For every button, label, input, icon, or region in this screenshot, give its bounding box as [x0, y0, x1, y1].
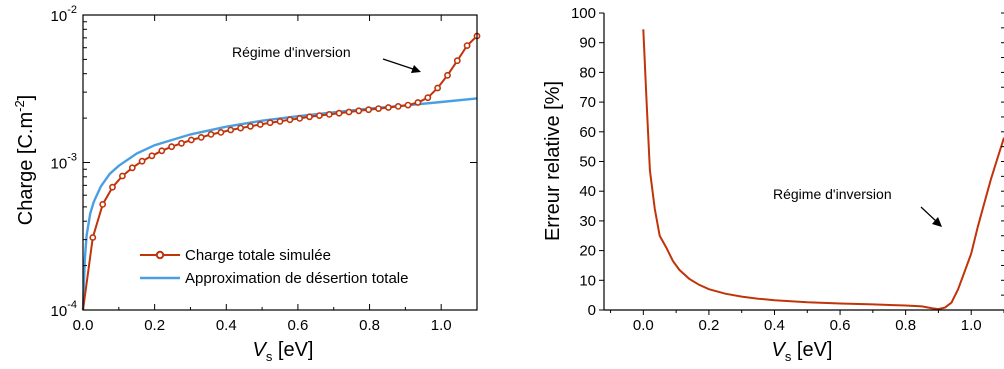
y-axis-title-end: ] [15, 95, 37, 101]
x-tick-label: 0.0 [633, 317, 654, 334]
data-point-simulated [404, 101, 412, 109]
annotation-inversion: Régime d'inversion [773, 186, 892, 202]
x-tick-label: 0.4 [764, 317, 785, 334]
data-point-simulated [296, 115, 304, 122]
x-tick-label: 0.8 [895, 317, 916, 334]
x-axis-title: Vs [eV] [772, 339, 833, 364]
data-point-simulated [187, 136, 195, 144]
annotation-inversion: Régime d'inversion [232, 44, 351, 60]
y-axis-title-main: Charge [C.m [15, 112, 37, 225]
x-axis-title-unit: [eV] [278, 339, 314, 361]
data-point-simulated [148, 152, 156, 160]
data-point-simulated [463, 42, 471, 49]
x-tick-label: 1.0 [431, 317, 452, 334]
legend: Charge totale simulée Approximation de d… [140, 247, 408, 287]
y-axis-title: Erreur relative [%] [542, 81, 564, 241]
data-point-simulated [434, 84, 441, 92]
annotation-arrow-head [932, 217, 942, 227]
y-axis-title-superscript: -2 [12, 100, 27, 112]
y-tick-label: 40 [579, 183, 596, 200]
x-tick-label: 0.6 [830, 317, 851, 334]
y-tick-label: 30 [579, 213, 596, 230]
data-point-simulated [414, 99, 422, 106]
y-tick-label: 70 [579, 94, 596, 111]
y-tick-label: 10 [579, 272, 596, 289]
x-tick-label: 0.0 [73, 317, 94, 334]
data-point-simulated [345, 108, 353, 116]
data-point-simulated [168, 143, 175, 151]
legend-marker [155, 250, 165, 260]
data-point-simulated [444, 71, 451, 79]
data-point-simulated [109, 183, 116, 191]
annotation-arrow-line [382, 58, 414, 70]
data-point-simulated [355, 107, 363, 115]
x-tick-label: 1.0 [961, 317, 982, 334]
y-tick-label: 0 [588, 302, 596, 319]
y-tick-label: 10-3 [51, 152, 77, 173]
data-point-simulated [237, 124, 244, 132]
x-axis-title-subscript: s [266, 349, 273, 364]
data-point-simulated [315, 112, 323, 119]
data-point-simulated [306, 113, 313, 121]
data-point-simulated [375, 105, 382, 112]
data-point-simulated [158, 147, 166, 155]
svg-text:Vs [eV]: Vs [eV] [253, 339, 314, 364]
data-point-simulated [266, 119, 274, 127]
data-point-simulated [138, 157, 146, 165]
x-axis-title-unit: [eV] [797, 339, 833, 361]
data-point-simulated [276, 118, 284, 125]
data-point-simulated [394, 103, 402, 110]
data-point-simulated [119, 172, 126, 180]
data-point-simulated [325, 111, 333, 118]
legend-label-simulated: Charge totale simulée [185, 247, 331, 264]
data-point-simulated [453, 57, 461, 65]
x-tick-label: 0.6 [287, 317, 308, 334]
legend-label-depletion: Approximation de désertion totale [185, 270, 408, 287]
x-tick-label: 0.2 [698, 317, 719, 334]
data-point-simulated [335, 109, 343, 117]
y-tick-label: 20 [579, 243, 596, 260]
y-tick-label: 60 [579, 124, 596, 141]
x-tick-label: 0.8 [359, 317, 380, 334]
data-point-simulated [99, 200, 107, 208]
y-tick-label: 10-4 [51, 299, 77, 320]
y-tick-label: 50 [579, 154, 596, 171]
relative-error-chart: 0.0 0.2 0.4 0.6 0.8 1.0 0 10 20 30 40 50 60 70 80 90 100… [542, 5, 1004, 364]
charge-chart: 0.0 0.2 0.4 0.6 0.8 1.0 10-4 10-3 10-2 Vs [eV] C… [12, 4, 481, 364]
data-point-simulated [128, 164, 136, 172]
x-axis-title: Vs [eV] [253, 339, 314, 364]
data-point-simulated [424, 94, 432, 102]
data-point-simulated [89, 234, 97, 241]
y-tick-label: 100 [571, 5, 596, 22]
y-tick-label: 80 [579, 64, 596, 81]
x-axis-title-main: V [772, 339, 787, 361]
data-point-simulated [217, 128, 225, 136]
x-axis-title-subscript: s [785, 349, 792, 364]
legend-item-simulated: Charge totale simulée [140, 247, 331, 264]
data-point-simulated [384, 104, 392, 111]
data-point-simulated [246, 122, 254, 130]
data-point-simulated [365, 106, 372, 114]
data-point-simulated [256, 121, 264, 128]
series-line-error [642, 29, 1004, 311]
series-line-simulated [82, 35, 478, 311]
svg-text:Vs [eV]: Vs [eV] [772, 339, 833, 364]
x-tick-label: 0.2 [144, 317, 165, 334]
legend-item-depletion: Approximation de désertion totale [140, 270, 408, 287]
y-tick-label: 10-2 [51, 4, 77, 25]
data-point-simulated [197, 133, 205, 141]
x-tick-label: 0.4 [216, 317, 237, 334]
x-axis-title-main: V [253, 339, 268, 361]
data-point-simulated [178, 139, 185, 147]
annotation-arrow-line [920, 206, 938, 223]
y-tick-label: 90 [579, 35, 596, 52]
annotation-arrow-head [411, 65, 421, 73]
data-point-simulated [286, 116, 294, 124]
data-point-simulated [207, 130, 215, 138]
svg-text:Charge [C.m-2]: Charge [C.m-2] [12, 95, 37, 226]
y-axis-title: Charge [C.m-2] [12, 95, 37, 226]
data-point-simulated [227, 126, 235, 134]
